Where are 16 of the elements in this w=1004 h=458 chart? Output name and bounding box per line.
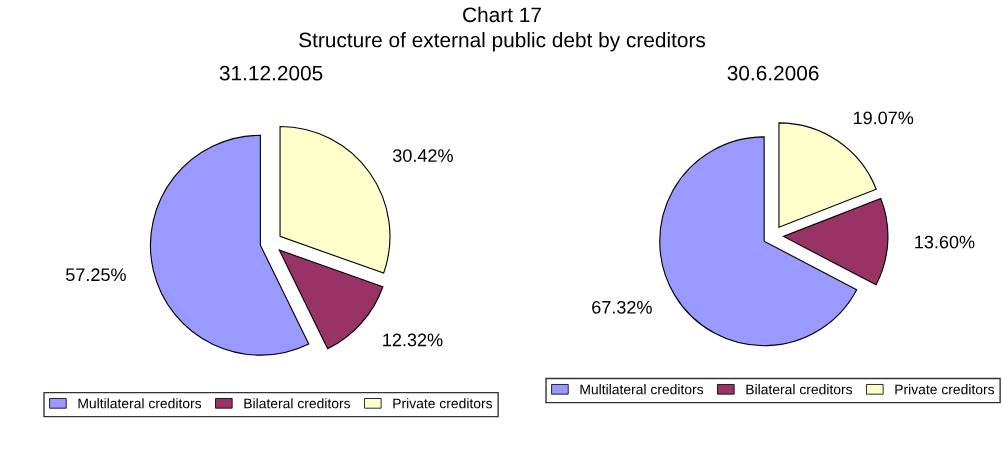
data-label: 57.25% [66,268,126,282]
chart-title: 30.6.2006 [727,65,819,81]
data-label: 30.42% [392,149,453,162]
legend-label: Bilateral creditors [244,398,351,409]
data-label: 67.32% [592,300,652,314]
legend-label: Private creditors [895,384,995,395]
legend-label: Multilateral creditors [78,398,202,409]
legend-label: Bilateral creditors [746,384,853,395]
data-label: 13.60% [915,235,975,249]
legend-label: Multilateral creditors [580,384,704,395]
chart-title: 31.12.2005 [219,65,323,81]
data-label: 12.32% [383,333,443,347]
text: Chart 17 [463,6,541,23]
text: Structure of external public debt by creditors [299,32,706,52]
legend-label: Private creditors [393,398,493,409]
data-label: 19.07% [853,111,914,125]
